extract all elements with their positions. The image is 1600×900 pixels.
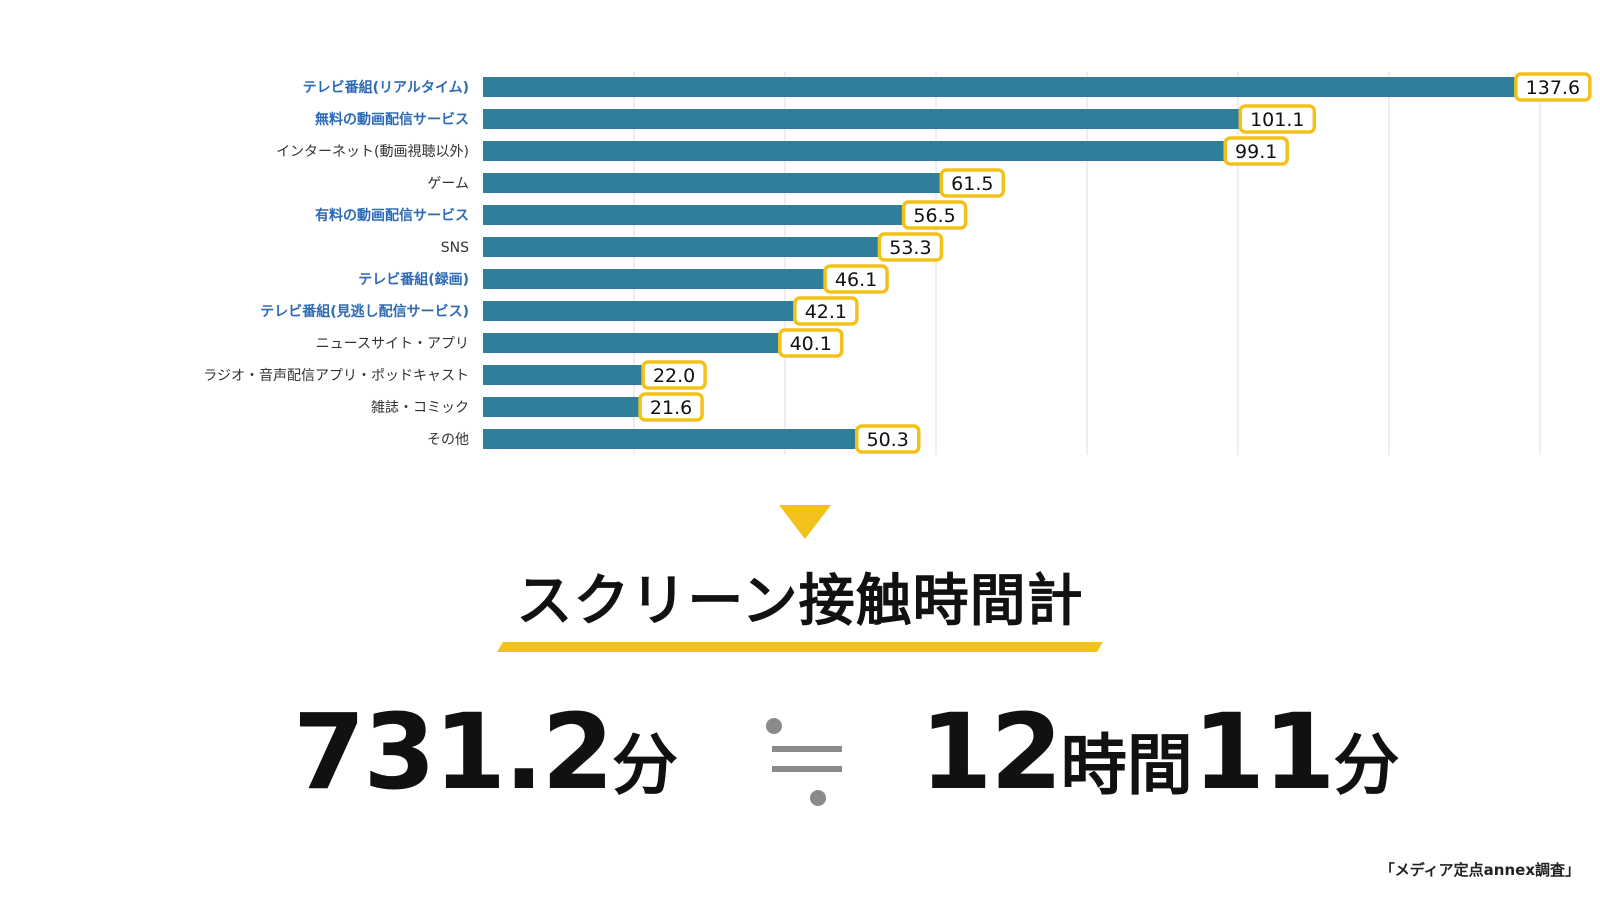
category-label: テレビ番組(見逃し配信サービス)	[260, 303, 469, 320]
total-hours-number: 12	[920, 691, 1063, 813]
bar	[483, 429, 863, 449]
category-label: その他	[427, 432, 469, 448]
data-label-box	[638, 392, 704, 422]
data-label: 46.1	[835, 269, 877, 291]
data-label: 137.6	[1526, 77, 1580, 99]
data-label-box	[1514, 72, 1592, 102]
heading: スクリーン接触時間計	[516, 569, 1084, 634]
data-label-box	[823, 264, 889, 294]
source-note: 「メディア定点annex調査」	[1379, 861, 1580, 879]
category-label: 無料の動画配信サービス	[315, 111, 469, 128]
category-label: SNS	[441, 240, 469, 256]
total-hours-unit: 時間	[1060, 727, 1193, 804]
data-label-box	[901, 200, 968, 230]
bar	[483, 77, 1522, 97]
bar-chart: テレビ番組(リアルタイム) 137.6 無料の動画配信サービス 101.1 インターネッ…	[203, 72, 1592, 455]
data-label: 42.1	[805, 301, 847, 323]
category-label: ニュースサイト・アプリ	[316, 336, 469, 352]
data-label: 21.6	[650, 397, 692, 419]
data-label-box	[939, 168, 1006, 198]
bar	[483, 237, 886, 257]
total-minutes: 731.2分	[293, 700, 678, 804]
data-label-box	[641, 360, 707, 390]
data-label: 101.1	[1250, 109, 1304, 131]
data-label: 61.5	[951, 173, 993, 195]
bar	[483, 269, 832, 289]
category-label: インターネット(動画視聴以外)	[276, 144, 469, 160]
category-label: テレビ番組(録画)	[358, 271, 469, 288]
data-label-box	[1238, 104, 1317, 134]
heading-underline	[497, 642, 1103, 652]
data-label: 50.3	[867, 429, 909, 451]
data-label-box	[877, 232, 944, 262]
category-label: ラジオ・音声配信アプリ・ポッドキャスト	[203, 367, 469, 384]
category-label: 有料の動画配信サービス	[315, 207, 469, 224]
bar	[483, 141, 1232, 161]
data-label: 53.3	[889, 237, 931, 259]
bar	[483, 205, 910, 225]
data-label: 56.5	[913, 205, 955, 227]
category-label: 雑誌・コミック	[371, 400, 469, 416]
bar	[483, 333, 786, 353]
category-label: テレビ番組(リアルタイム)	[303, 79, 469, 96]
data-label-box	[793, 296, 859, 326]
approximately-equal-icon	[766, 718, 846, 810]
down-arrow-icon	[779, 505, 831, 539]
total-hours: 12時間11分	[920, 700, 1399, 804]
data-label-box	[1223, 136, 1289, 166]
bar	[483, 301, 801, 321]
data-label: 22.0	[653, 365, 695, 387]
bar	[483, 365, 650, 385]
data-label: 99.1	[1235, 141, 1277, 163]
category-label: ゲーム	[427, 176, 469, 192]
data-label-box	[778, 328, 844, 358]
data-label: 40.1	[790, 333, 832, 355]
total-minutes-unit: 分	[611, 727, 678, 804]
total-hours-minutes-unit: 分	[1333, 727, 1400, 804]
bar	[483, 397, 647, 417]
bar	[483, 173, 948, 193]
total-hours-minutes-number: 11	[1192, 691, 1336, 813]
data-label-box	[855, 424, 921, 454]
bar	[483, 109, 1247, 129]
total-minutes-number: 731.2	[293, 691, 614, 813]
